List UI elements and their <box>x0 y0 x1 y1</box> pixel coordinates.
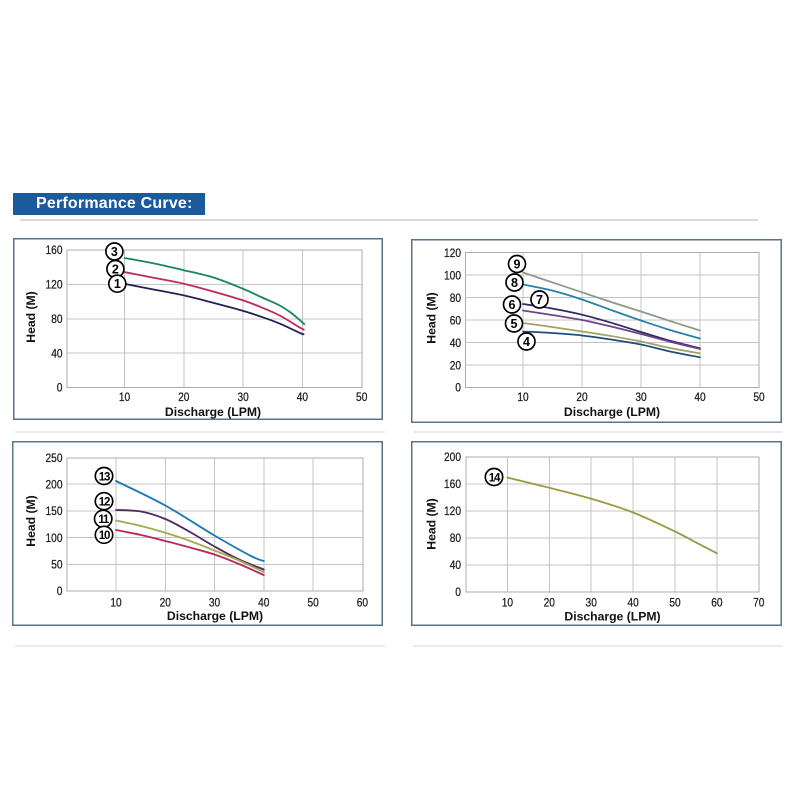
svg-text:10: 10 <box>517 390 529 404</box>
svg-text:50: 50 <box>51 558 63 572</box>
svg-text:20: 20 <box>178 390 190 404</box>
svg-text:10: 10 <box>110 596 122 610</box>
svg-text:50: 50 <box>669 596 681 610</box>
svg-text:80: 80 <box>450 291 462 305</box>
svg-text:9: 9 <box>514 257 521 271</box>
svg-text:40: 40 <box>258 596 270 610</box>
svg-text:12: 12 <box>99 497 110 509</box>
svg-text:2: 2 <box>112 262 119 276</box>
svg-text:60: 60 <box>711 596 723 610</box>
svg-text:20: 20 <box>576 390 588 404</box>
svg-text:10: 10 <box>502 596 514 610</box>
svg-text:150: 150 <box>46 504 63 518</box>
svg-text:1: 1 <box>114 277 121 291</box>
svg-text:40: 40 <box>297 390 309 404</box>
svg-text:250: 250 <box>46 451 63 465</box>
svg-text:120: 120 <box>444 504 461 518</box>
svg-text:50: 50 <box>307 596 319 610</box>
svg-text:Discharge (LPM): Discharge (LPM) <box>165 405 261 419</box>
svg-text:80: 80 <box>51 312 63 326</box>
svg-text:40: 40 <box>51 346 63 360</box>
svg-text:8: 8 <box>511 276 518 290</box>
svg-text:4: 4 <box>523 335 530 349</box>
svg-text:7: 7 <box>536 293 543 307</box>
svg-text:100: 100 <box>444 268 461 282</box>
svg-text:80: 80 <box>450 531 462 545</box>
svg-text:10: 10 <box>99 530 110 542</box>
svg-text:20: 20 <box>160 596 172 610</box>
svg-text:11: 11 <box>98 514 110 526</box>
svg-text:10: 10 <box>119 390 131 404</box>
svg-text:40: 40 <box>627 596 639 610</box>
svg-text:0: 0 <box>455 585 461 599</box>
svg-text:40: 40 <box>450 558 462 572</box>
svg-text:0: 0 <box>455 381 461 395</box>
svg-text:160: 160 <box>46 243 63 257</box>
svg-text:30: 30 <box>586 596 598 610</box>
svg-text:20: 20 <box>450 358 462 372</box>
svg-text:30: 30 <box>635 390 647 404</box>
svg-text:Head (M): Head (M) <box>425 498 439 549</box>
svg-text:Head (M): Head (M) <box>24 291 38 342</box>
svg-text:13: 13 <box>99 471 110 483</box>
svg-text:20: 20 <box>544 596 556 610</box>
svg-text:Discharge (LPM): Discharge (LPM) <box>564 610 660 624</box>
svg-text:Discharge (LPM): Discharge (LPM) <box>564 405 660 419</box>
svg-text:40: 40 <box>694 390 706 404</box>
svg-text:3: 3 <box>111 245 118 259</box>
svg-text:200: 200 <box>46 477 63 491</box>
svg-text:50: 50 <box>753 390 765 404</box>
svg-text:120: 120 <box>444 246 461 260</box>
svg-text:6: 6 <box>509 298 516 312</box>
svg-text:30: 30 <box>209 596 221 610</box>
svg-text:5: 5 <box>511 317 518 331</box>
svg-text:200: 200 <box>444 450 461 464</box>
svg-text:14: 14 <box>489 472 501 484</box>
svg-text:60: 60 <box>450 313 462 327</box>
svg-text:120: 120 <box>46 278 63 292</box>
svg-text:60: 60 <box>357 596 369 610</box>
svg-text:Head (M): Head (M) <box>24 495 38 546</box>
svg-text:50: 50 <box>356 390 368 404</box>
svg-text:Head (M): Head (M) <box>425 292 439 343</box>
svg-text:30: 30 <box>237 390 249 404</box>
svg-text:Discharge (LPM): Discharge (LPM) <box>167 609 263 623</box>
svg-text:160: 160 <box>444 477 461 491</box>
svg-text:0: 0 <box>57 381 63 395</box>
svg-text:40: 40 <box>450 336 462 350</box>
svg-text:0: 0 <box>57 584 63 598</box>
svg-text:70: 70 <box>753 596 765 610</box>
svg-text:100: 100 <box>46 531 63 545</box>
